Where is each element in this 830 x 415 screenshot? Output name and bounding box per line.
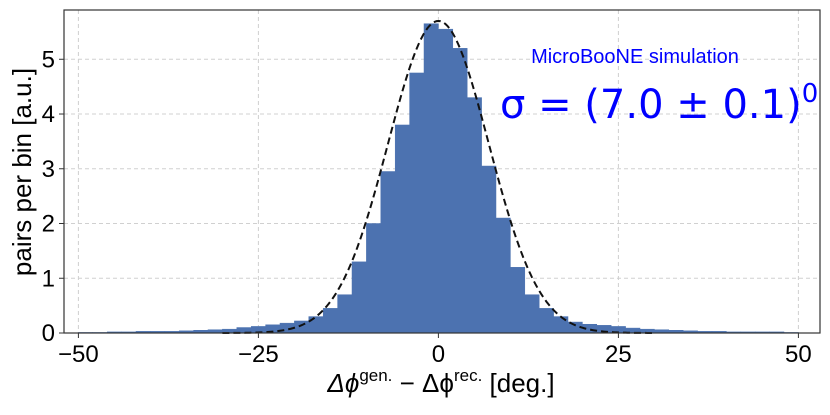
histogram-bar <box>524 294 540 334</box>
histogram-bar <box>538 308 554 334</box>
y-tick-label: 3 <box>42 156 55 183</box>
x-tick-label: 0 <box>432 341 445 368</box>
x-tick-label: −50 <box>58 341 99 368</box>
y-tick-label: 2 <box>42 211 55 238</box>
histogram-bar <box>481 165 497 334</box>
histogram-bar <box>351 261 367 334</box>
simulation-label: MicroBooNE simulation <box>531 46 739 68</box>
histogram-bar <box>380 171 396 334</box>
histogram-bar <box>452 48 468 334</box>
histogram-bar <box>510 267 526 334</box>
histogram-bar <box>466 97 482 334</box>
gaussian-fit-curve <box>222 19 655 334</box>
histogram-bar <box>394 124 410 334</box>
histogram-bar <box>294 320 310 334</box>
histogram-bar <box>409 72 425 334</box>
x-axis-label: Δϕgen. − Δϕrec. [deg.] <box>326 366 554 398</box>
x-label-delta-phi-gen: Δϕ <box>326 368 359 398</box>
x-tick-label: 50 <box>785 341 812 368</box>
histogram-bar <box>337 294 353 334</box>
x-label-unit: [deg.] <box>482 368 554 398</box>
histogram-bar <box>438 28 454 334</box>
histogram-bar <box>423 23 439 334</box>
sigma-value: σ = (7.0 ± 0.1) <box>500 82 802 128</box>
y-tick-label: 5 <box>42 46 55 73</box>
axis-ticks: −50 −25 0 25 50 0 1 2 3 4 5 <box>42 46 812 368</box>
x-tick-label: 25 <box>605 341 632 368</box>
histogram-bar <box>495 217 511 334</box>
y-tick-label: 4 <box>42 101 55 128</box>
y-tick-label: 0 <box>42 320 55 347</box>
y-tick-label: 1 <box>42 265 55 292</box>
histogram-bar <box>366 223 382 334</box>
sigma-annotation: σ = (7.0 ± 0.1)0 <box>500 79 818 128</box>
histogram-bars <box>78 23 799 334</box>
plot-frame <box>63 9 821 334</box>
sigma-exponent: 0 <box>802 79 819 109</box>
histogram-bar <box>322 308 338 334</box>
x-label-rec-sup: rec. <box>454 366 482 385</box>
x-label-gen-sup: gen. <box>359 366 392 385</box>
y-axis-label: pairs per bin [a.u.] <box>7 68 37 276</box>
x-tick-label: −25 <box>238 341 279 368</box>
x-label-minus-delta-phi: − Δϕ <box>392 368 454 398</box>
